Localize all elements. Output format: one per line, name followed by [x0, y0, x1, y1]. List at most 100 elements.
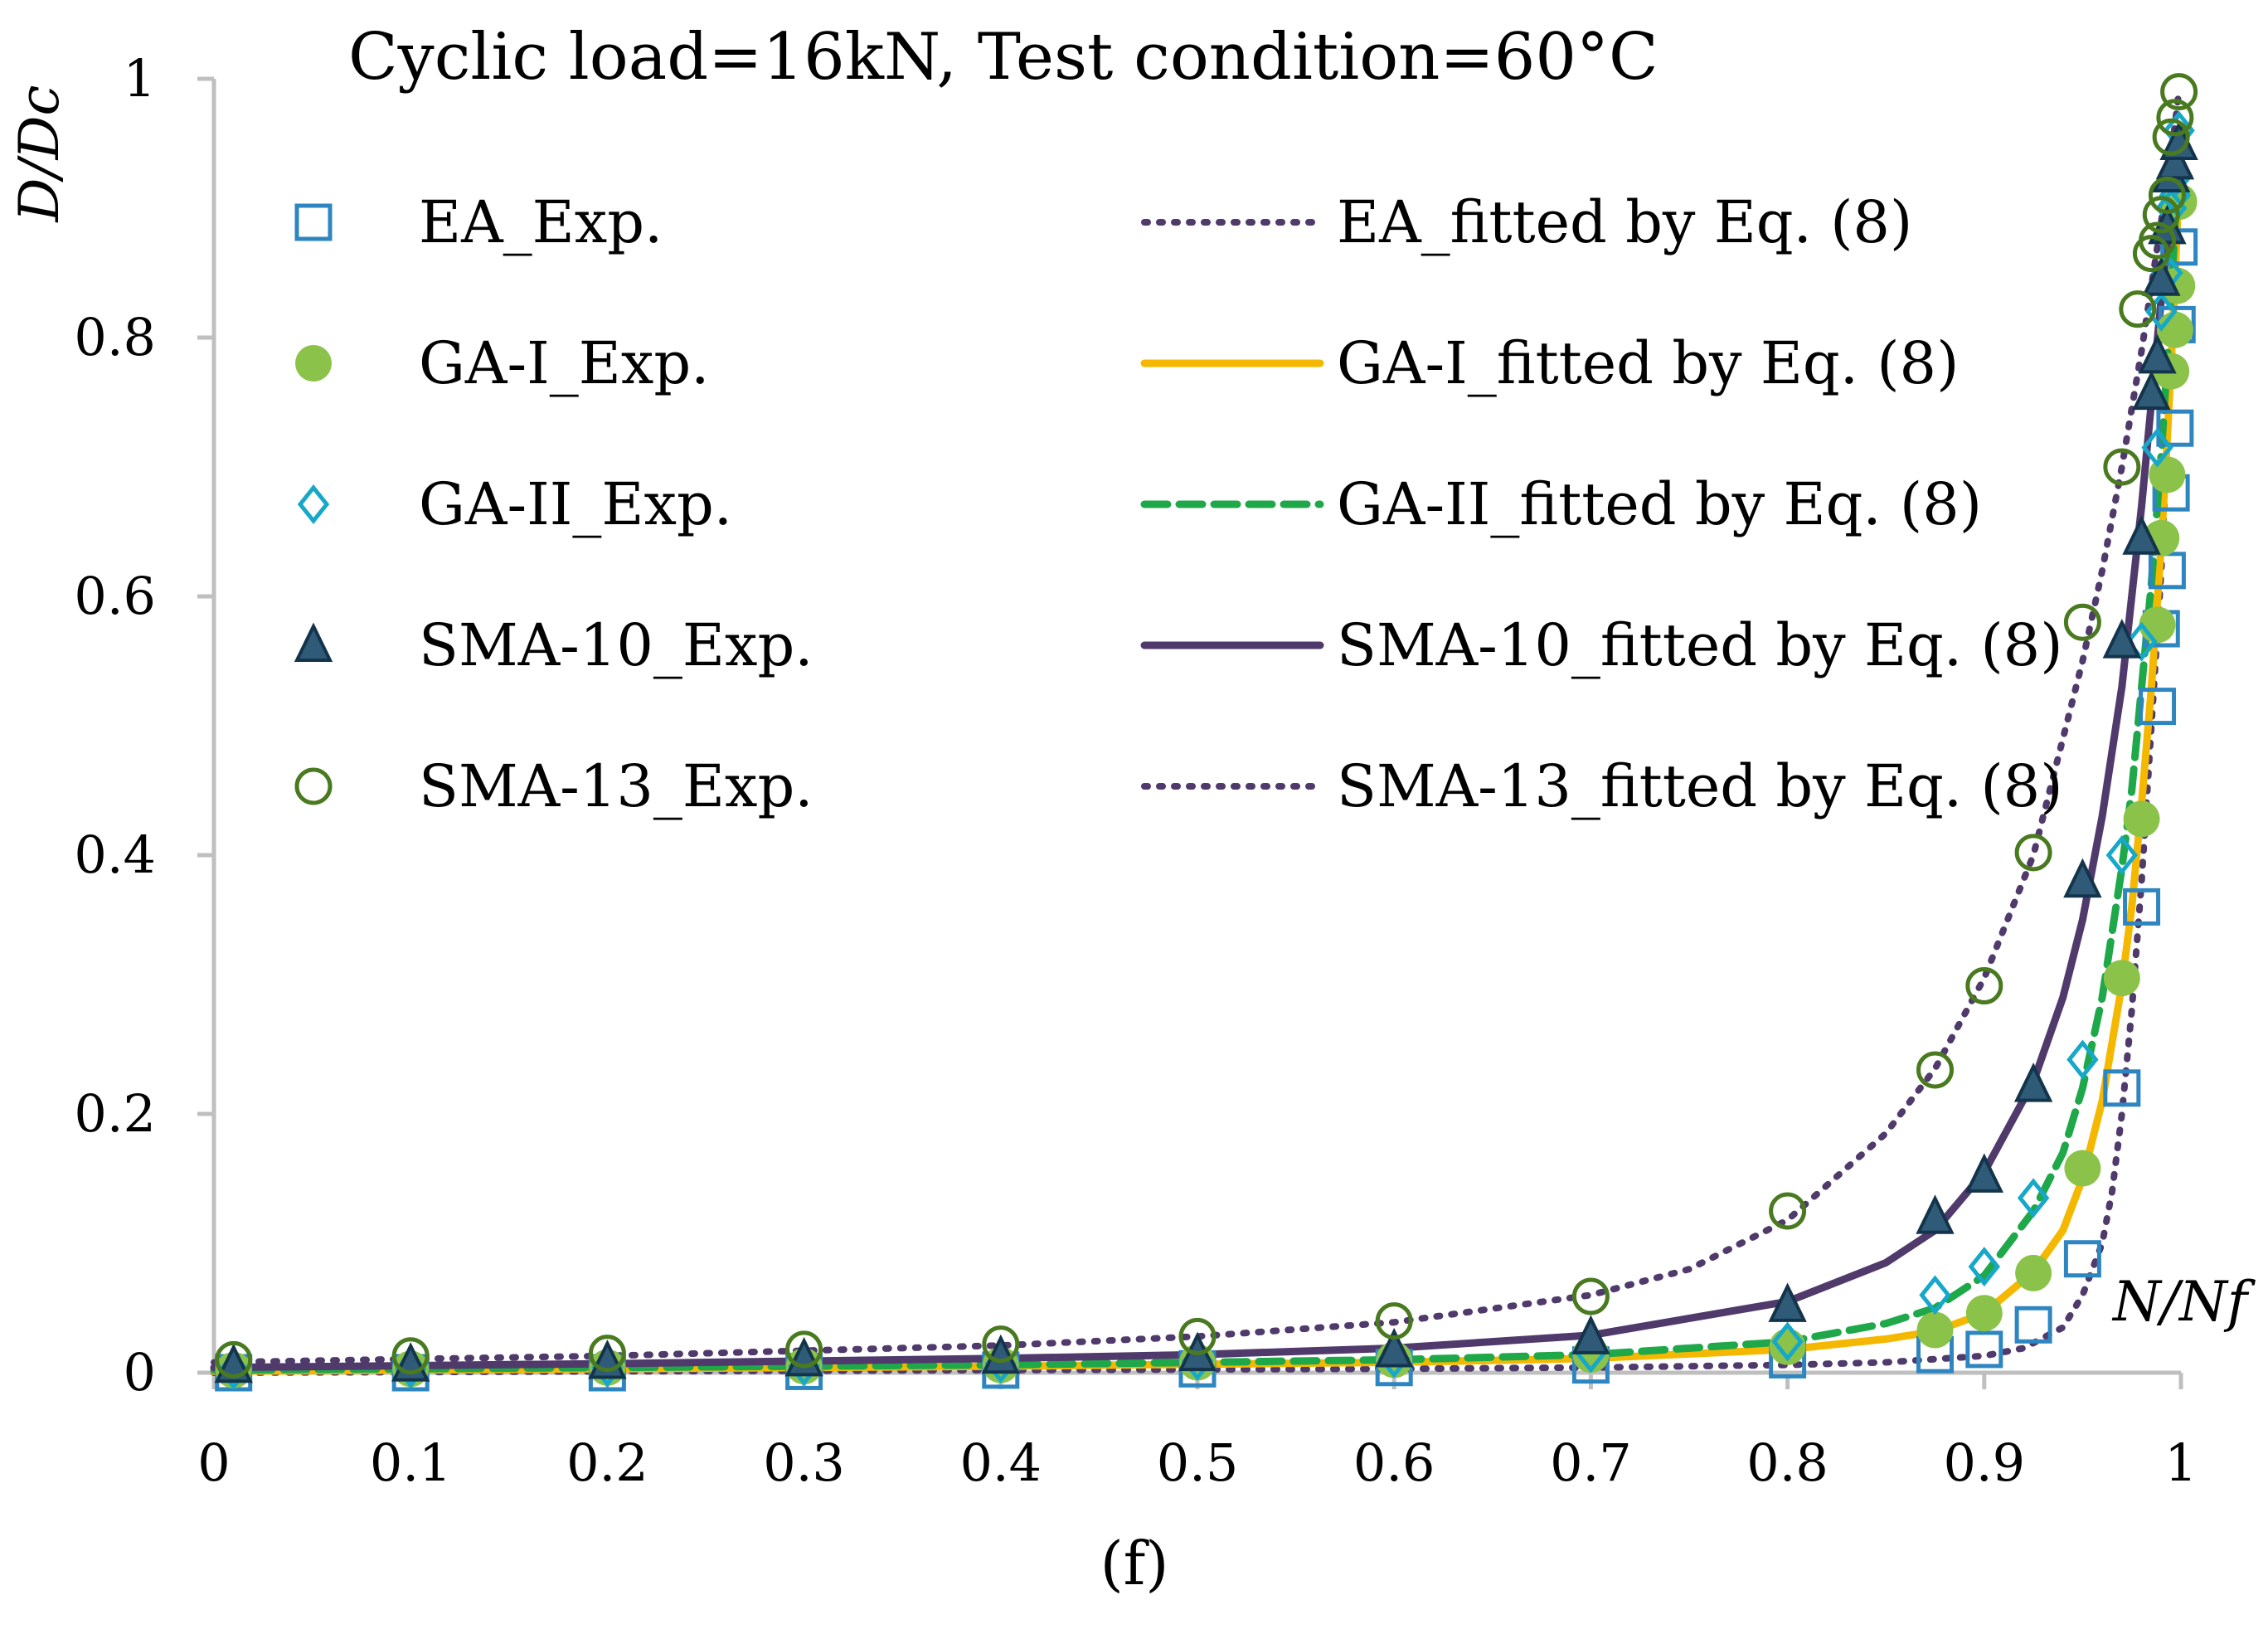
data-point-ea-exp	[2063, 1240, 2101, 1278]
legend-label-ga-i-fitted-by-eq-8: GA-I_fitted by Eq. (8)	[1337, 329, 1959, 397]
data-point-sma-13-exp	[2148, 176, 2186, 214]
legend-marker-ga-i-exp	[295, 345, 332, 382]
data-point-sma-13-exp	[2063, 603, 2101, 641]
x-tick-label: 0.1	[370, 1432, 452, 1493]
x-tick-label: 0.8	[1746, 1432, 1828, 1493]
data-point-ga-ii-exp	[2066, 1039, 2099, 1080]
x-tick-label: 0.9	[1943, 1432, 2025, 1493]
data-point-ea-exp	[2139, 688, 2177, 726]
x-tick-label: 0.2	[566, 1432, 648, 1493]
data-point-ea-exp	[2014, 1306, 2052, 1344]
legend-label-ea-exp: EA_Exp.	[419, 188, 663, 256]
data-point-ga-ii-exp	[1771, 1321, 1804, 1362]
fitted-lines	[210, 88, 2183, 1376]
x-tick-label: 0.4	[959, 1432, 1042, 1493]
data-point-sma-10-exp	[981, 1334, 1021, 1374]
data-point-ea-exp	[1965, 1330, 2003, 1369]
data-point-sma-13-exp	[2119, 290, 2157, 328]
data-point-sma-13-exp	[2160, 73, 2198, 111]
legend-label-sma-13-fitted-by-eq-8: SMA-13_fitted by Eq. (8)	[1337, 752, 2063, 820]
data-point-ga-ii-exp	[2017, 1178, 2050, 1218]
chart-title: Cyclic load=16kN, Test condition=60°C	[348, 20, 1659, 95]
data-point-sma-10-exp	[784, 1336, 823, 1377]
legend-marker-sma-13-exp	[294, 767, 333, 805]
x-axis-label: N/Nf	[2111, 1270, 2256, 1334]
data-point-sma-10-exp	[2013, 1062, 2053, 1102]
data-point-sma-10-exp	[2132, 370, 2171, 411]
data-point-sma-10-exp	[2063, 858, 2102, 898]
x-tick-label: 0.7	[1550, 1432, 1632, 1493]
data-point-ga-ii-exp	[1968, 1247, 2001, 1287]
x-tick-label: 0	[197, 1432, 230, 1493]
data-point-sma-13-exp	[1769, 1192, 1807, 1230]
data-point-sma-13-exp	[1916, 1051, 1954, 1089]
data-point-sma-13-exp	[1178, 1317, 1217, 1355]
y-tick-label: 0	[124, 1342, 156, 1403]
legend-label-ga-i-exp: GA-I_Exp.	[419, 329, 709, 397]
data-point-sma-10-exp	[2102, 619, 2142, 659]
x-tick-label: 0.5	[1157, 1432, 1239, 1493]
legend-label-sma-10-exp: SMA-10_Exp.	[419, 611, 813, 679]
data-point-sma-10-exp	[1768, 1282, 1807, 1322]
series-line-sma-13-fitted-by-eq-8	[211, 88, 2183, 1366]
data-point-sma-13-exp	[1571, 1277, 1610, 1315]
figure-caption: (f)	[1100, 1529, 1169, 1598]
data-point-sma-13-exp	[2014, 834, 2052, 872]
data-point-sma-10-exp	[1916, 1194, 1955, 1234]
y-axis-label: D/Dc	[7, 85, 71, 222]
data-point-ga-i-exp	[2139, 606, 2176, 644]
data-point-sma-13-exp	[2142, 196, 2180, 234]
series-line-ga-i-fitted-by-eq-8	[210, 178, 2183, 1375]
legend: EA_Exp. GA-I_Exp. GA-II_Exp. SMA-10_Exp. SMA…	[294, 188, 2063, 820]
data-point-ga-i-exp	[1916, 1311, 1954, 1349]
x-tick-label: 0.3	[763, 1432, 845, 1493]
data-point-sma-10-exp	[2138, 333, 2177, 374]
data-point-sma-13-exp	[785, 1330, 823, 1369]
x-tick-label: 1	[2164, 1432, 2197, 1493]
legend-marker-ga-ii-exp	[297, 484, 330, 525]
data-point-sma-13-exp	[2152, 118, 2190, 156]
x-tick-label: 0.6	[1353, 1432, 1435, 1493]
data-point-sma-13-exp	[391, 1337, 430, 1375]
legend-label-ga-ii-fitted-by-eq-8: GA-II_fitted by Eq. (8)	[1337, 470, 1982, 538]
data-point-ea-exp	[2123, 887, 2161, 926]
series-line-ga-ii-fitted-by-eq-8	[210, 153, 2183, 1374]
legend-label-sma-13-exp: SMA-13_Exp.	[419, 752, 813, 820]
y-tick-label: 0.6	[74, 566, 156, 626]
legend-marker-ea-exp	[294, 203, 333, 241]
data-point-ga-i-exp	[1965, 1295, 2003, 1332]
data-point-sma-10-exp	[1964, 1153, 2004, 1193]
data-point-sma-13-exp	[215, 1340, 253, 1379]
y-tick-label: 1	[124, 48, 156, 109]
legend-label-ga-ii-exp: GA-II_Exp.	[419, 470, 732, 538]
data-point-ga-i-exp	[2123, 800, 2160, 838]
data-point-ga-i-exp	[2064, 1150, 2101, 1187]
legend-marker-sma-10-exp	[294, 622, 333, 662]
data-point-ga-i-exp	[2103, 960, 2140, 997]
data-point-sma-13-exp	[2139, 221, 2177, 260]
data-point-ea-exp	[2103, 1069, 2141, 1107]
data-point-sma-10-exp	[1571, 1315, 1610, 1354]
data-point-sma-13-exp	[2156, 99, 2194, 137]
data-point-ea-exp	[2156, 409, 2194, 447]
data-point-ga-ii-exp	[2125, 621, 2158, 662]
data-point-ga-i-exp	[2015, 1254, 2052, 1291]
data-point-ga-ii-exp	[1919, 1275, 1951, 1315]
data-point-ga-ii-exp	[2141, 427, 2173, 468]
y-tick-label: 0.8	[74, 307, 156, 367]
legend-label-ea-fitted-by-eq-8: EA_fitted by Eq. (8)	[1337, 188, 1912, 256]
data-point-ga-ii-exp	[2105, 834, 2139, 876]
y-tick-label: 0.4	[74, 824, 156, 885]
data-point-sma-10-exp	[1374, 1327, 1414, 1368]
experimental-markers	[214, 73, 2198, 1392]
y-tick-label: 0.2	[74, 1083, 156, 1144]
data-point-sma-13-exp	[1375, 1302, 1413, 1340]
data-point-ea-exp	[2148, 552, 2186, 590]
data-point-sma-10-exp	[2122, 515, 2161, 555]
data-point-sma-13-exp	[588, 1335, 626, 1373]
data-point-sma-10-exp	[2155, 139, 2195, 180]
legend-label-sma-10-fitted-by-eq-8: SMA-10_fitted by Eq. (8)	[1337, 611, 2063, 679]
data-point-sma-10-exp	[2142, 256, 2181, 296]
data-point-sma-13-exp	[2103, 448, 2141, 486]
